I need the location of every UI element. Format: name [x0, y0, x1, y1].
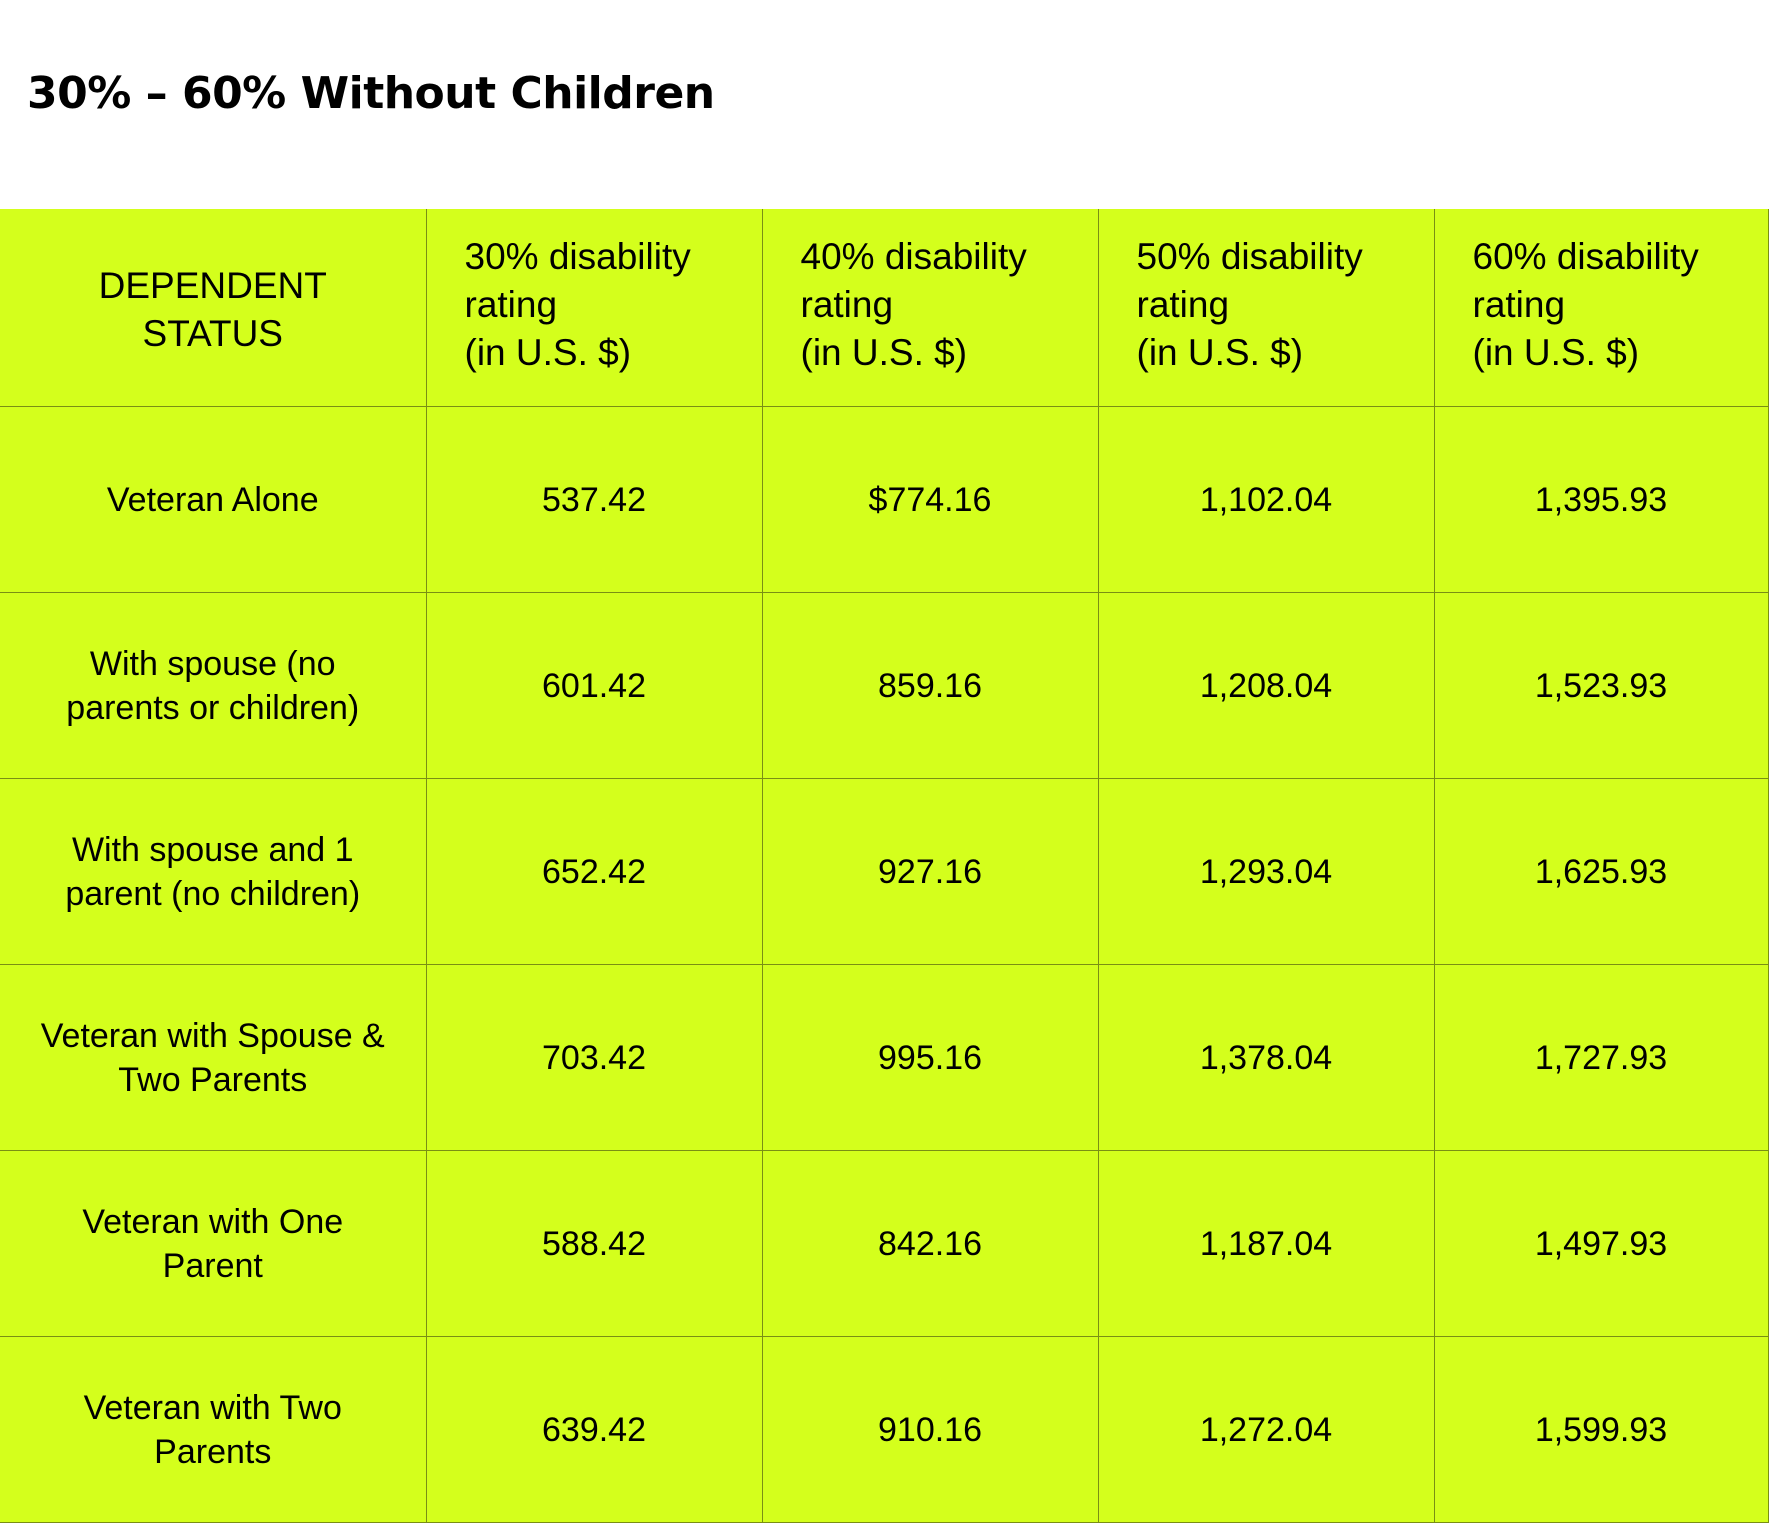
- cell-40-rate: 927.16: [761, 778, 1099, 965]
- cell-dependent-status: With spouse and 1 parent (no children): [0, 778, 427, 965]
- table-row: Veteran with Two Parents 639.42 910.16 1…: [0, 1336, 1769, 1523]
- header-30-percent: 30% disability rating (in U.S. $): [425, 209, 763, 407]
- cell-dependent-status: With spouse (no parents or children): [0, 592, 427, 779]
- table-row: With spouse and 1 parent (no children) 6…: [0, 778, 1769, 965]
- header-40-percent: 40% disability rating (in U.S. $): [761, 209, 1099, 407]
- table-row: Veteran with Spouse & Two Parents 703.42…: [0, 964, 1769, 1151]
- cell-40-rate: 995.16: [761, 964, 1099, 1151]
- header-label: 30% disability rating (in U.S. $): [464, 236, 691, 373]
- cell-60-rate: 1,395.93: [1433, 406, 1769, 593]
- cell-60-rate: 1,497.93: [1433, 1150, 1769, 1337]
- cell-30-rate: 588.42: [425, 1150, 763, 1337]
- cell-50-rate: 1,208.04: [1097, 592, 1435, 779]
- cell-dependent-status: Veteran with Spouse & Two Parents: [0, 964, 427, 1151]
- cell-50-rate: 1,293.04: [1097, 778, 1435, 965]
- cell-30-rate: 537.42: [425, 406, 763, 593]
- disability-rates-table: DEPENDENT STATUS 30% disability rating (…: [0, 209, 1769, 1523]
- table-header-row: DEPENDENT STATUS 30% disability rating (…: [0, 209, 1769, 407]
- cell-60-rate: 1,625.93: [1433, 778, 1769, 965]
- table-row: With spouse (no parents or children) 601…: [0, 592, 1769, 779]
- cell-40-rate: $774.16: [761, 406, 1099, 593]
- cell-40-rate: 910.16: [761, 1336, 1099, 1523]
- cell-30-rate: 703.42: [425, 964, 763, 1151]
- header-60-percent: 60% disability rating (in U.S. $): [1433, 209, 1769, 407]
- header-label: DEPENDENT STATUS: [98, 264, 327, 354]
- cell-50-rate: 1,102.04: [1097, 406, 1435, 593]
- header-label: 50% disability rating (in U.S. $): [1136, 236, 1363, 373]
- cell-30-rate: 639.42: [425, 1336, 763, 1523]
- cell-30-rate: 601.42: [425, 592, 763, 779]
- header-50-percent: 50% disability rating (in U.S. $): [1097, 209, 1435, 407]
- header-dependent-status: DEPENDENT STATUS: [0, 209, 427, 407]
- cell-dependent-status: Veteran with Two Parents: [0, 1336, 427, 1523]
- header-label: 40% disability rating (in U.S. $): [800, 236, 1027, 373]
- cell-dependent-status: Veteran Alone: [0, 406, 427, 593]
- cell-60-rate: 1,727.93: [1433, 964, 1769, 1151]
- cell-60-rate: 1,523.93: [1433, 592, 1769, 779]
- cell-40-rate: 842.16: [761, 1150, 1099, 1337]
- cell-50-rate: 1,272.04: [1097, 1336, 1435, 1523]
- table-row: Veteran with One Parent 588.42 842.16 1,…: [0, 1150, 1769, 1337]
- cell-50-rate: 1,378.04: [1097, 964, 1435, 1151]
- table-row: Veteran Alone 537.42 $774.16 1,102.04 1,…: [0, 406, 1769, 593]
- header-label: 60% disability rating (in U.S. $): [1472, 236, 1699, 373]
- page-title: 30% – 60% Without Children: [27, 68, 715, 119]
- cell-60-rate: 1,599.93: [1433, 1336, 1769, 1523]
- cell-30-rate: 652.42: [425, 778, 763, 965]
- cell-40-rate: 859.16: [761, 592, 1099, 779]
- cell-dependent-status: Veteran with One Parent: [0, 1150, 427, 1337]
- cell-50-rate: 1,187.04: [1097, 1150, 1435, 1337]
